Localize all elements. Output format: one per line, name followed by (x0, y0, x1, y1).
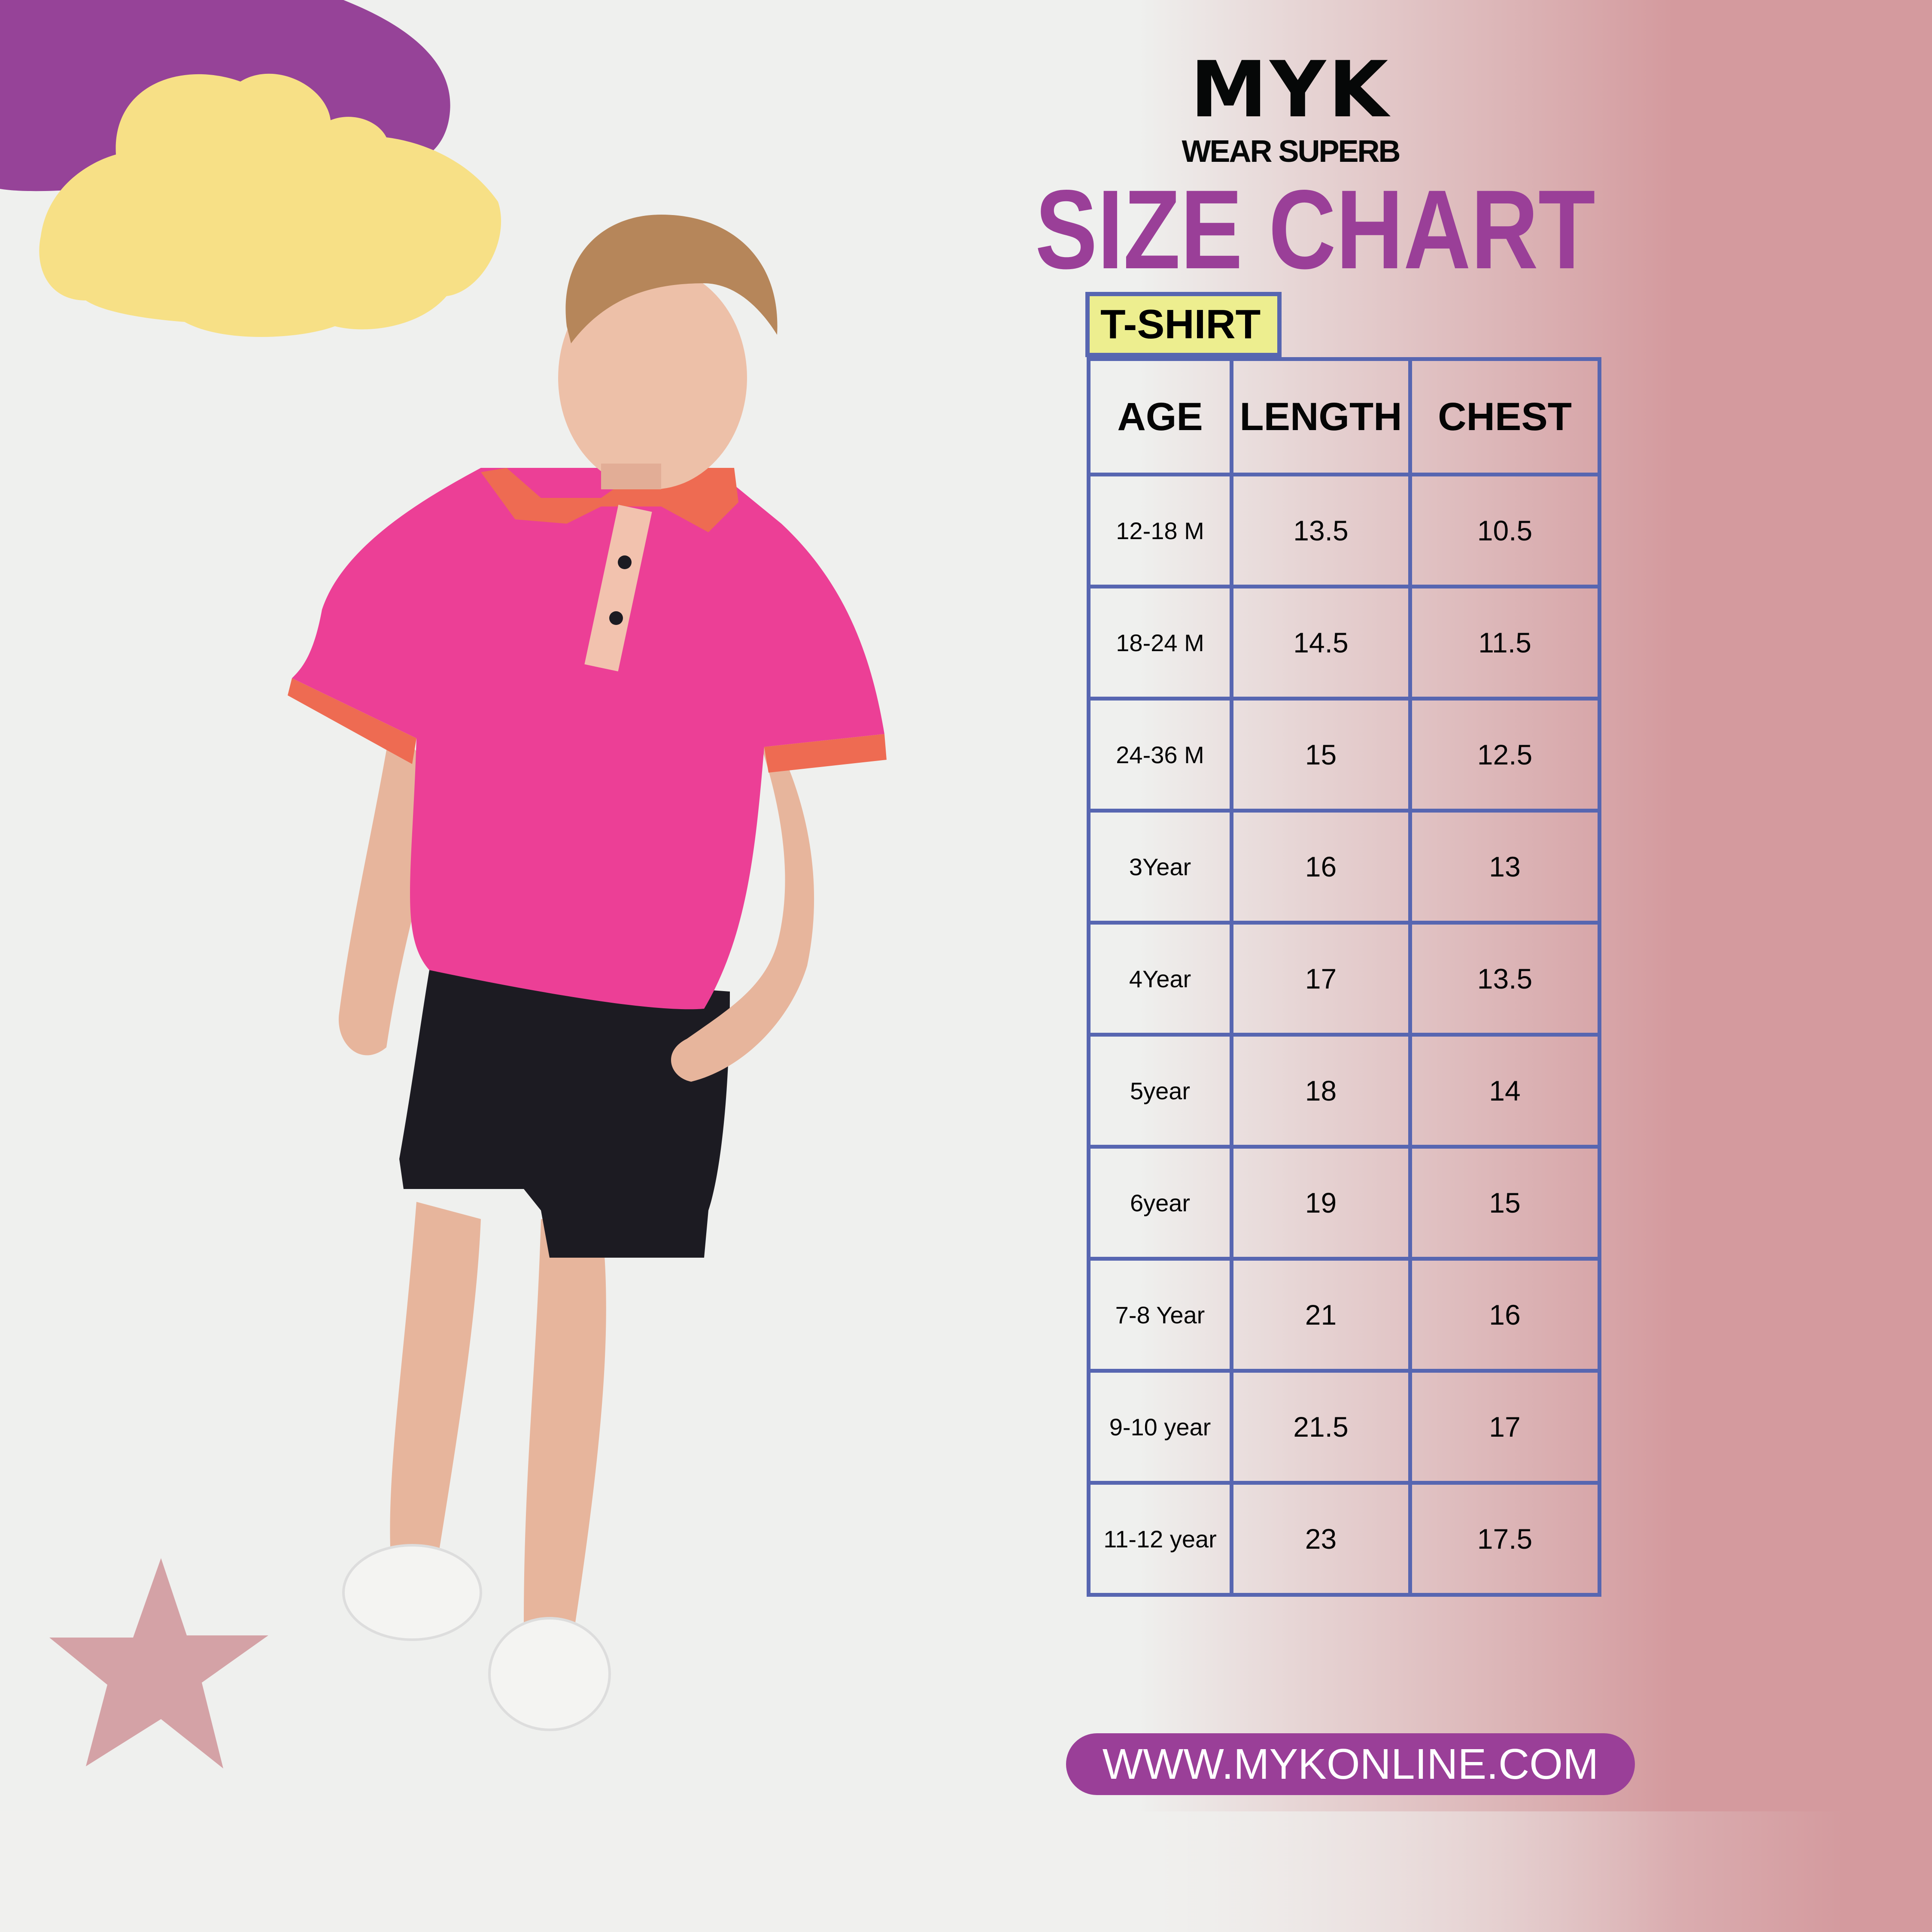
category-tab: T-SHIRT (1085, 292, 1282, 357)
cell-age: 7-8 Year (1087, 1257, 1233, 1373)
legs (390, 1202, 606, 1623)
cell-chest: 16 (1408, 1257, 1601, 1373)
table-row: 24-36 M 15 12.5 (1087, 697, 1601, 813)
table-row: 4Year 17 13.5 (1087, 921, 1601, 1037)
clouds-decoration (0, 0, 501, 337)
yellow-cloud (39, 73, 501, 337)
neck (601, 464, 661, 489)
cell-chest: 12.5 (1408, 697, 1601, 813)
cell-chest: 17 (1408, 1369, 1601, 1485)
cell-length: 23 (1230, 1481, 1412, 1597)
cell-chest: 14 (1408, 1033, 1601, 1149)
cell-age: 9-10 year (1087, 1369, 1233, 1485)
table-row: 3Year 16 13 (1087, 809, 1601, 925)
cell-length: 19 (1230, 1145, 1412, 1261)
cell-chest: 11.5 (1408, 585, 1601, 701)
cell-length: 13.5 (1230, 473, 1412, 588)
cell-length: 14.5 (1230, 585, 1412, 701)
page-title: SIZE CHART (1035, 167, 1595, 292)
button-icon (609, 611, 623, 625)
cell-length: 21 (1230, 1257, 1412, 1373)
right-shoe (488, 1617, 611, 1731)
pink-polo-shirt (292, 467, 884, 1010)
sleeve-cuffs (288, 678, 887, 773)
table-row: 11-12 year 23 17.5 (1087, 1481, 1601, 1597)
cell-length: 21.5 (1230, 1369, 1412, 1485)
left-shoe (342, 1544, 482, 1641)
cell-chest: 10.5 (1408, 473, 1601, 588)
cell-age: 6year (1087, 1145, 1233, 1261)
cell-chest: 13 (1408, 809, 1601, 925)
brand-logo: MYK WEAR SUPERB (1166, 47, 1415, 170)
cell-age: 18-24 M (1087, 585, 1233, 701)
table-row: 6year 19 15 (1087, 1145, 1601, 1261)
arms (338, 725, 814, 1082)
brand-tagline: WEAR SUPERB (1182, 134, 1400, 169)
header-chest: CHEST (1408, 357, 1601, 476)
cell-chest: 13.5 (1408, 921, 1601, 1037)
website-link[interactable]: WWW.MYKONLINE.COM (1066, 1733, 1635, 1795)
placket (584, 504, 652, 672)
face (558, 266, 747, 489)
boy-model-photo (288, 215, 887, 1731)
cell-length: 18 (1230, 1033, 1412, 1149)
cell-length: 16 (1230, 809, 1412, 925)
cell-age: 5year (1087, 1033, 1233, 1149)
star-icon (49, 1558, 268, 1768)
table-row: 12-18 M 13.5 10.5 (1087, 473, 1601, 588)
cell-length: 17 (1230, 921, 1412, 1037)
cell-age: 24-36 M (1087, 697, 1233, 813)
hair (565, 215, 778, 343)
shorts (399, 970, 730, 1258)
button-icon (618, 555, 632, 569)
bottom-strip (0, 1811, 1932, 1932)
table-header-row: AGE LENGTH CHEST (1087, 357, 1601, 476)
cell-length: 15 (1230, 697, 1412, 813)
cell-age: 11-12 year (1087, 1481, 1233, 1597)
cell-chest: 17.5 (1408, 1481, 1601, 1597)
cell-chest: 15 (1408, 1145, 1601, 1261)
table-row: 9-10 year 21.5 17 (1087, 1369, 1601, 1485)
brand-name: MYK (1190, 45, 1391, 135)
table-row: 7-8 Year 21 16 (1087, 1257, 1601, 1373)
table-row: 5year 18 14 (1087, 1033, 1601, 1149)
table-row: 18-24 M 14.5 11.5 (1087, 585, 1601, 701)
cell-age: 3Year (1087, 809, 1233, 925)
header-length: LENGTH (1230, 357, 1412, 476)
cell-age: 4Year (1087, 921, 1233, 1037)
header-age: AGE (1087, 357, 1233, 476)
cell-age: 12-18 M (1087, 473, 1233, 588)
